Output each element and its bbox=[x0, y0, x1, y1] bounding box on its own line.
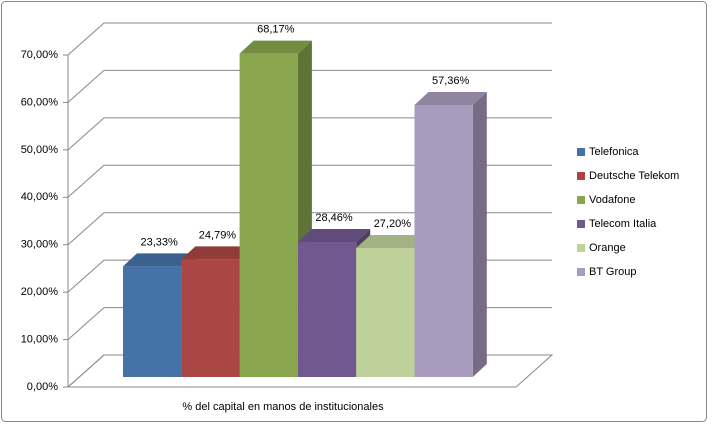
grid-line bbox=[67, 164, 552, 198]
bar-side bbox=[472, 91, 487, 378]
bar bbox=[239, 53, 298, 377]
bar-top bbox=[414, 91, 487, 105]
data-label: 57,36% bbox=[432, 75, 470, 87]
bar bbox=[414, 104, 473, 378]
grid-line bbox=[67, 69, 552, 103]
bar-top bbox=[297, 229, 371, 243]
y-tick-label: 60,00% bbox=[21, 96, 59, 108]
data-label: 68,17% bbox=[257, 24, 295, 36]
legend-swatch bbox=[577, 268, 585, 276]
legend-swatch bbox=[577, 196, 585, 204]
legend-swatch bbox=[577, 172, 585, 180]
legend-label: Telecom Italia bbox=[589, 218, 657, 230]
y-tick-label: 30,00% bbox=[21, 239, 59, 251]
data-label: 24,79% bbox=[199, 229, 237, 241]
bar bbox=[356, 247, 415, 377]
y-tick-label: 50,00% bbox=[21, 144, 59, 156]
legend-label: Vodafone bbox=[589, 194, 636, 206]
bar bbox=[297, 242, 357, 377]
grid-line bbox=[67, 117, 552, 151]
grid-line bbox=[67, 22, 552, 56]
legend-label: Deutsche Telekom bbox=[589, 170, 679, 182]
x-category-label: % del capital en manos de institucionale… bbox=[182, 401, 384, 413]
y-tick-label: 70,00% bbox=[21, 49, 59, 61]
legend-label: Telefonica bbox=[589, 146, 639, 158]
data-label: 23,33% bbox=[140, 236, 178, 248]
grid-line bbox=[67, 212, 552, 246]
data-label: 27,20% bbox=[374, 218, 412, 230]
y-tick-label: 0,00% bbox=[27, 381, 58, 393]
legend-label: BT Group bbox=[589, 266, 637, 278]
legend-swatch bbox=[577, 148, 585, 156]
y-tick-label: 10,00% bbox=[21, 333, 59, 345]
legend-swatch bbox=[577, 220, 585, 228]
bar-top bbox=[123, 253, 196, 267]
bar bbox=[123, 266, 182, 377]
bar-top bbox=[239, 40, 312, 54]
bar bbox=[181, 259, 240, 377]
bar-top bbox=[181, 246, 254, 260]
y-tick-label: 20,00% bbox=[21, 286, 59, 298]
data-label: 28,46% bbox=[315, 212, 353, 224]
y-tick-label: 40,00% bbox=[21, 191, 59, 203]
legend-label: Orange bbox=[589, 242, 626, 254]
bar-top bbox=[356, 234, 429, 248]
legend-swatch bbox=[577, 244, 585, 252]
